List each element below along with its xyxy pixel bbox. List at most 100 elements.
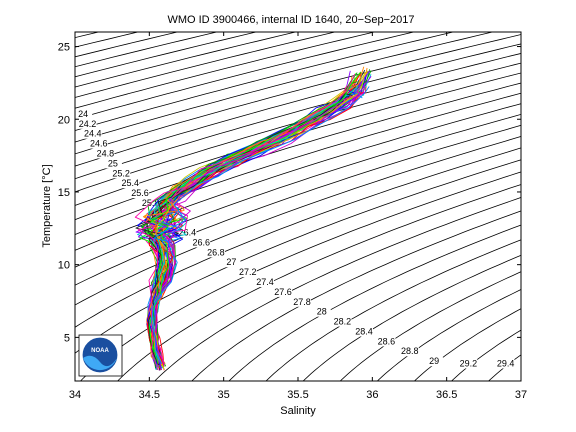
isopycnal-label: 25.6 <box>131 188 149 198</box>
isopycnal-label-bg <box>121 179 140 189</box>
profile-layer <box>134 66 372 371</box>
isopycnal-label: 25.4 <box>121 178 139 188</box>
y-axis-label: Temperature [°C] <box>41 164 53 247</box>
isopycnal-line <box>75 32 416 120</box>
y-axis: 5 10 15 20 25 <box>58 42 521 344</box>
ts-profile-line <box>148 71 362 364</box>
isopycnal-label: 27.6 <box>274 287 292 297</box>
isopycnal-label: 24.2 <box>79 119 97 129</box>
isopycnal-line <box>75 103 521 251</box>
x-tick-label: 37 <box>515 389 527 401</box>
isopycnal-label-bg <box>222 258 241 268</box>
y-tick-label: 15 <box>58 187 70 199</box>
isopycnal-line <box>75 32 495 143</box>
isopycnal-label-bg <box>178 228 197 238</box>
isopycnal-label-bg <box>75 109 93 119</box>
chart-title: WMO ID 3900466, internal ID 1640, 20−Sep… <box>167 14 414 26</box>
isopycnal-label: 27.4 <box>256 277 274 287</box>
isopycnal-line <box>75 113 521 268</box>
ts-profile-line <box>151 86 370 364</box>
isopycnal-label-bg <box>459 359 478 369</box>
isopycnal-line <box>302 254 521 381</box>
y-tick-label: 25 <box>58 42 70 54</box>
isopycnal-line <box>376 289 521 381</box>
x-axis-label: Salinity <box>280 405 316 417</box>
isopycnal-label-bg <box>89 139 108 149</box>
isopycnal-line <box>75 124 521 286</box>
isopycnal-label: 24.4 <box>84 129 102 139</box>
isopycnal-label: 24 <box>78 109 88 119</box>
y-tick-label: 5 <box>64 332 70 344</box>
isopycnal-label: 26.6 <box>192 237 210 247</box>
isopycnal-label: 29.2 <box>460 358 478 368</box>
isopycnal-line <box>75 32 455 131</box>
isopycnal-line <box>450 329 521 381</box>
x-tick-label: 36.5 <box>436 389 457 401</box>
isopycnal-label-bg <box>354 327 373 337</box>
isopycnal-label: 28 <box>317 307 327 317</box>
isopycnal-line <box>265 239 521 381</box>
isopycnal-line <box>75 136 521 306</box>
isopycnal-label-bg <box>312 307 331 317</box>
isopycnal-line <box>75 32 298 88</box>
isopycnal-label: 24.6 <box>90 139 108 149</box>
isopycnal-line <box>75 147 521 328</box>
isopycnal-line <box>75 43 521 167</box>
isopycnal-label-bg <box>103 159 122 169</box>
isopycnal-label: 28.8 <box>401 346 419 356</box>
isopycnal-line <box>75 32 337 98</box>
isopycnal-label: 25 <box>108 158 118 168</box>
noaa-logo: NOAA <box>78 334 123 377</box>
isopycnal-label: 28.6 <box>378 336 396 346</box>
isopycnal-label-bg <box>255 278 274 288</box>
isopycnal-label-bg <box>112 169 131 179</box>
isopycnal-label: 25.2 <box>112 168 130 178</box>
isopycnal-label-bg <box>496 359 515 369</box>
isopycnal-label: 29 <box>429 356 439 366</box>
isopycnal-label-bg <box>192 238 211 248</box>
isopycnal-line <box>339 271 521 381</box>
isopycnal-line <box>117 184 521 381</box>
isopycnal-line <box>75 32 258 78</box>
isopycnal-line <box>75 32 377 109</box>
isopycnal-line <box>413 308 521 381</box>
isopycnal-label-bg <box>377 337 396 347</box>
isopycnal-line <box>191 210 521 381</box>
isopycnal-label-bg <box>400 347 419 357</box>
x-tick-label: 35 <box>218 389 230 401</box>
x-tick-label: 36 <box>366 389 378 401</box>
isopycnal-label: 27 <box>226 257 236 267</box>
isopycnal-label: 28.4 <box>355 326 373 336</box>
isopycnal-label-bg <box>425 357 444 367</box>
isopycnal-line <box>75 34 521 155</box>
isopycnal-label: 29.4 <box>497 358 515 368</box>
isopycnal-label: 28.2 <box>334 317 352 327</box>
isopycnal-label-bg <box>96 149 115 159</box>
isopycnal-label-bg <box>333 317 352 327</box>
ts-profile-line <box>134 73 356 370</box>
y-tick-label: 10 <box>58 260 70 272</box>
isopycnal-line <box>154 197 521 381</box>
isopycnal-label-bg <box>131 189 150 199</box>
isopycnal-line <box>79 171 521 381</box>
isopycnal-label-bg <box>83 129 102 139</box>
isopycnal-label: 26.4 <box>179 228 197 238</box>
x-axis: 34 34.5 35 35.5 36 36.5 37 <box>69 32 527 401</box>
ts-profile-line <box>153 91 366 365</box>
isopycnal-line <box>228 224 521 381</box>
isopycnal-line <box>75 53 521 180</box>
isopycnal-label-bg <box>206 248 225 258</box>
isopycnal-label: 27.2 <box>239 267 257 277</box>
isopycnal-label-bg <box>274 287 293 297</box>
isopycnal-line <box>75 62 521 193</box>
isopycnal-label-bg <box>78 119 97 129</box>
x-tick-label: 34.5 <box>139 389 160 401</box>
isopycnal-line <box>75 32 140 48</box>
y-tick-label: 20 <box>58 114 70 126</box>
isopycnal-label: 24.8 <box>97 148 115 158</box>
x-tick-label: 35.5 <box>287 389 308 401</box>
x-tick-label: 34 <box>69 389 81 401</box>
isopycnal-label-bg <box>292 297 311 307</box>
isopycnal-label: 27.8 <box>293 297 311 307</box>
